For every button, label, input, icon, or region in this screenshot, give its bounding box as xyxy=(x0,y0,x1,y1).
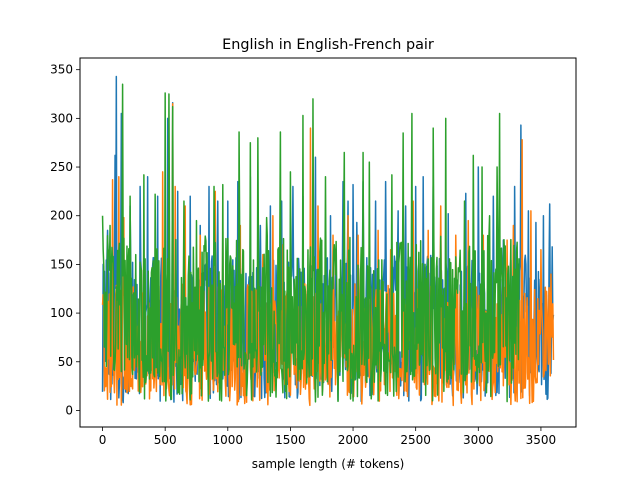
y-tick-label: 350 xyxy=(50,63,73,77)
series-line-3 xyxy=(101,83,520,403)
plot-area xyxy=(101,75,555,407)
y-tick-label: 300 xyxy=(50,111,73,125)
axes-frame xyxy=(79,57,577,428)
y-tick-label: 100 xyxy=(50,306,73,320)
y-axis-ticks: 0 50 100 150 200 250 300 350 xyxy=(50,63,80,417)
y-tick-label: 200 xyxy=(50,209,73,223)
y-tick-label: 250 xyxy=(50,160,73,174)
x-axis-label: sample length (# tokens) xyxy=(252,457,405,471)
y-tick-label: 150 xyxy=(50,257,73,271)
x-tick-label: 0 xyxy=(99,433,107,447)
x-tick-label: 2500 xyxy=(400,433,431,447)
x-tick-label: 3500 xyxy=(526,433,557,447)
x-tick-label: 1000 xyxy=(213,433,244,447)
x-tick-label: 500 xyxy=(154,433,177,447)
y-tick-label: 50 xyxy=(58,355,73,369)
x-axis-ticks: 0 500 1000 1500 2000 2500 3000 3500 xyxy=(99,427,556,447)
y-tick-label: 0 xyxy=(65,403,73,417)
x-tick-label: 2000 xyxy=(338,433,369,447)
x-tick-label: 3000 xyxy=(463,433,494,447)
chart-title: English in English-French pair xyxy=(222,37,434,53)
x-tick-label: 1500 xyxy=(275,433,306,447)
